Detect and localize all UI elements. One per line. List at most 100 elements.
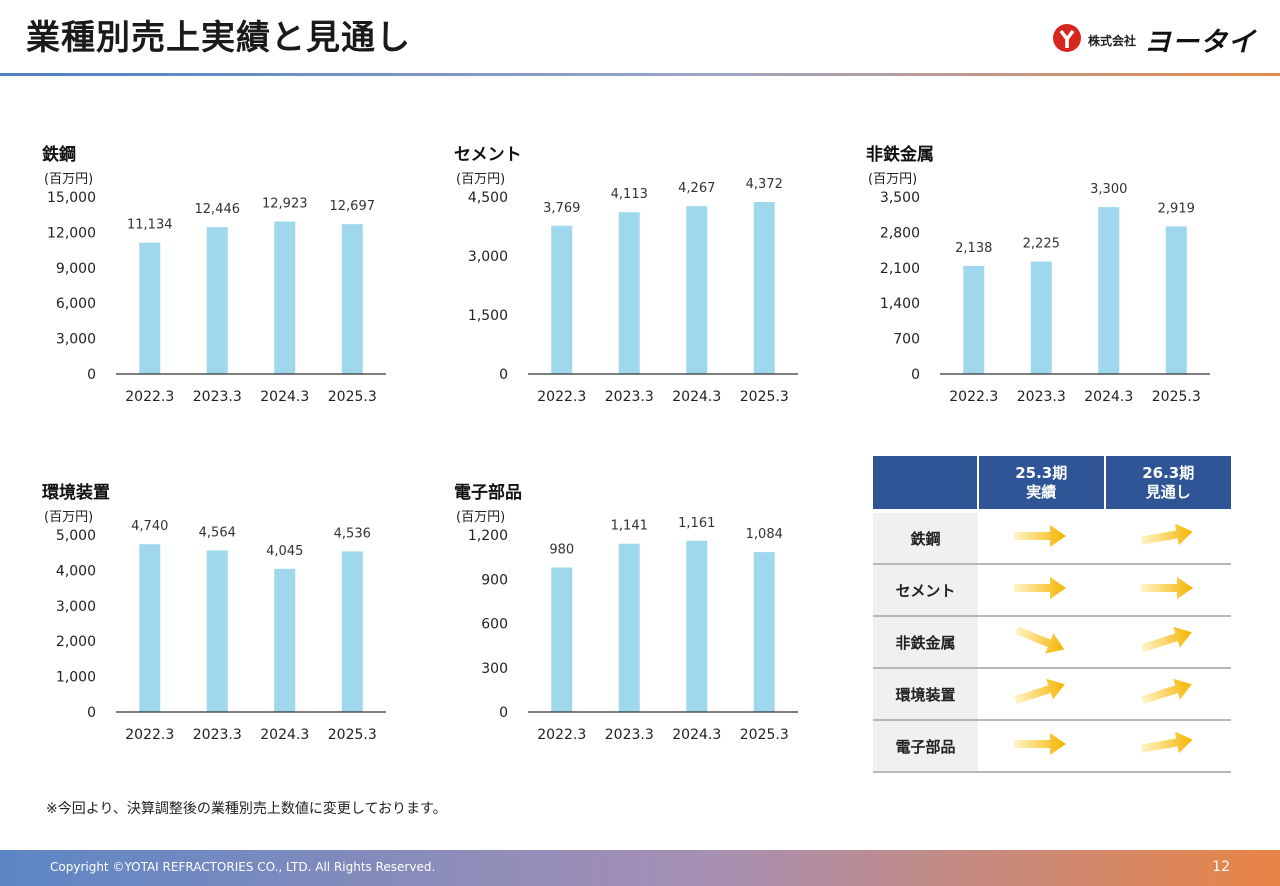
chart-plot: 0 1,500 3,000 4,500 3,769 2022.3 4,113 2023.3 4,… bbox=[468, 177, 798, 405]
bar bbox=[963, 265, 985, 374]
data-label: 12,697 bbox=[330, 199, 376, 214]
bar bbox=[686, 540, 708, 712]
forecast-table: 25.3期 実績 26.3期 見通し 鉄鋼 セメント 非鉄金属 環境装置 電子部品 bbox=[873, 456, 1231, 773]
data-label: 1,161 bbox=[678, 516, 715, 531]
row-label: 鉄鋼 bbox=[873, 509, 978, 565]
y-tick-label: 1,400 bbox=[880, 296, 920, 312]
table-row: 電子部品 bbox=[873, 720, 1231, 773]
y-tick-label: 300 bbox=[481, 661, 508, 677]
chart-title: 電子部品 bbox=[454, 483, 522, 503]
logo-company-type: 株式会社 bbox=[1088, 34, 1137, 48]
x-tick-label: 2023.3 bbox=[605, 727, 654, 743]
y-tick-label: 1,500 bbox=[468, 308, 508, 324]
data-label: 3,769 bbox=[543, 201, 580, 216]
bar bbox=[139, 544, 161, 712]
table-row: 鉄鋼 bbox=[873, 509, 1231, 565]
chart-unit: (百万円) bbox=[456, 172, 506, 187]
x-tick-label: 2022.3 bbox=[125, 389, 174, 405]
trend-up-slight-arrow-icon bbox=[1137, 521, 1199, 551]
x-tick-label: 2023.3 bbox=[605, 389, 654, 405]
chart-cement: セメント (百万円) 0 1,500 3,000 4,500 3,769 2022.3 4,… bbox=[446, 140, 846, 430]
header-empty bbox=[873, 456, 978, 511]
y-tick-label: 15,000 bbox=[47, 190, 96, 206]
y-tick-label: 6,000 bbox=[56, 296, 96, 312]
trend-flat-arrow-icon bbox=[1010, 573, 1072, 603]
trend-flat-arrow-icon bbox=[1010, 729, 1072, 759]
data-label: 12,923 bbox=[262, 197, 308, 212]
bar bbox=[551, 225, 573, 374]
chart-plot: 0 1,000 2,000 3,000 4,000 5,000 4,740 2022.3 4,5… bbox=[56, 519, 386, 743]
trend-cell-outlook bbox=[1104, 668, 1231, 721]
chart-nonferrous: 非鉄金属 (百万円) 0 700 1,400 2,100 2,800 3,500 2,138… bbox=[858, 140, 1258, 430]
trend-cell-outlook bbox=[1104, 616, 1231, 669]
y-tick-label: 3,000 bbox=[56, 599, 96, 615]
bar bbox=[206, 227, 228, 374]
data-label: 980 bbox=[549, 542, 574, 557]
chart-plot: 0 300 600 900 1,200 980 2022.3 1,141 2023.3 1,161… bbox=[468, 516, 798, 743]
bar bbox=[1098, 207, 1120, 374]
chart-environment: 環境装置 (百万円) 0 1,000 2,000 3,000 4,000 5,000 4,7… bbox=[34, 478, 434, 768]
trend-cell-outlook bbox=[1104, 564, 1231, 617]
bar bbox=[618, 543, 640, 712]
company-logo: 株式会社 ヨータイ bbox=[1052, 22, 1262, 58]
y-tick-label: 2,000 bbox=[56, 634, 96, 650]
chart-unit: (百万円) bbox=[868, 172, 918, 187]
data-label: 4,267 bbox=[678, 181, 715, 196]
y-tick-label: 600 bbox=[481, 617, 508, 633]
x-tick-label: 2025.3 bbox=[328, 389, 377, 405]
row-label: セメント bbox=[873, 564, 978, 617]
copyright-text: Copyright ©YOTAI REFRACTORIES CO., LTD. … bbox=[50, 860, 436, 874]
page-number: 12 bbox=[1212, 859, 1230, 875]
data-label: 2,919 bbox=[1158, 201, 1195, 216]
x-tick-label: 2024.3 bbox=[260, 727, 309, 743]
bar bbox=[341, 224, 363, 374]
y-tick-label: 900 bbox=[481, 572, 508, 588]
chart-title: 非鉄金属 bbox=[866, 145, 934, 165]
y-tick-label: 2,100 bbox=[880, 261, 920, 277]
y-tick-label: 0 bbox=[499, 705, 508, 721]
y-tick-label: 3,000 bbox=[468, 249, 508, 265]
table-row: セメント bbox=[873, 564, 1231, 617]
data-label: 2,225 bbox=[1023, 236, 1060, 251]
data-label: 1,084 bbox=[746, 527, 783, 542]
yotai-logo-icon bbox=[1053, 24, 1081, 52]
chart-steel: 鉄鋼 (百万円) 0 3,000 6,000 9,000 12,000 15,000 11,… bbox=[34, 140, 434, 430]
bar bbox=[206, 550, 228, 712]
y-tick-label: 5,000 bbox=[56, 528, 96, 544]
page-title: 業種別売上実績と見通し bbox=[26, 18, 411, 58]
bar bbox=[753, 552, 775, 712]
chart-title: セメント bbox=[454, 145, 522, 165]
y-tick-label: 700 bbox=[893, 332, 920, 348]
data-label: 2,138 bbox=[955, 241, 992, 256]
trend-cell-actual bbox=[978, 616, 1105, 669]
footer-bar: Copyright ©YOTAI REFRACTORIES CO., LTD. … bbox=[0, 850, 1280, 886]
header-divider bbox=[0, 73, 1280, 76]
table-row: 環境装置 bbox=[873, 668, 1231, 721]
trend-cell-actual bbox=[978, 564, 1105, 617]
trend-cell-actual bbox=[978, 720, 1105, 773]
y-tick-label: 2,800 bbox=[880, 225, 920, 241]
bar bbox=[753, 202, 775, 374]
footnote: ※今回より、決算調整後の業種別売上数値に変更しております。 bbox=[46, 801, 447, 817]
data-label: 4,536 bbox=[334, 526, 371, 541]
y-tick-label: 12,000 bbox=[47, 225, 96, 241]
data-label: 4,372 bbox=[746, 177, 783, 192]
chart-unit: (百万円) bbox=[44, 172, 94, 187]
data-label: 3,300 bbox=[1090, 182, 1127, 197]
bar bbox=[686, 206, 708, 374]
x-tick-label: 2025.3 bbox=[328, 727, 377, 743]
chart-unit: (百万円) bbox=[456, 510, 506, 525]
bar bbox=[1030, 261, 1052, 374]
bar bbox=[274, 568, 296, 712]
data-label: 1,141 bbox=[611, 519, 648, 534]
data-label: 4,564 bbox=[199, 525, 236, 540]
trend-up-arrow-icon bbox=[1137, 625, 1199, 655]
chart-title: 環境装置 bbox=[42, 483, 110, 503]
x-tick-label: 2024.3 bbox=[672, 389, 721, 405]
trend-up-arrow-icon bbox=[1010, 677, 1072, 707]
y-tick-label: 0 bbox=[911, 367, 920, 383]
bar bbox=[551, 567, 573, 712]
y-tick-label: 4,500 bbox=[468, 190, 508, 206]
x-tick-label: 2022.3 bbox=[949, 389, 998, 405]
chart-plot: 0 3,000 6,000 9,000 12,000 15,000 11,134 2022.3… bbox=[47, 190, 386, 405]
